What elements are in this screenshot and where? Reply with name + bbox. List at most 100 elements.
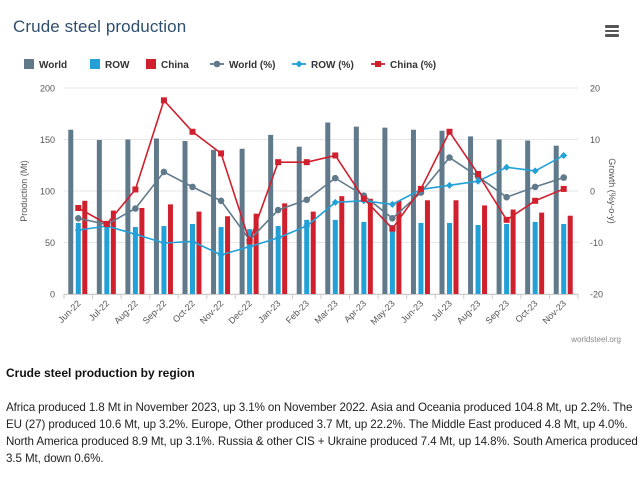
china-growth-point <box>417 185 424 192</box>
row-bar <box>304 219 310 294</box>
legend-label: China (%) <box>390 60 436 71</box>
china-bar <box>139 207 145 294</box>
world-bar <box>68 129 74 294</box>
x-tick-label: Jul-22 <box>87 298 111 322</box>
x-tick-label: Nov-22 <box>198 298 226 326</box>
row-bar <box>190 223 195 294</box>
row-growth-point <box>246 243 254 251</box>
legend-label: China <box>161 60 189 71</box>
row-bar <box>389 224 395 294</box>
hamburger-menu-icon[interactable] <box>601 21 623 39</box>
row-growth-point <box>303 222 311 230</box>
china-growth-point <box>503 216 510 223</box>
row-growth-point <box>388 200 396 208</box>
world-bar <box>525 140 531 294</box>
region-section-heading: Crude steel production by region <box>6 366 195 380</box>
world-bar <box>125 139 131 294</box>
chart-title: Crude steel production <box>13 17 187 36</box>
row-bar <box>447 222 452 294</box>
world-growth-point <box>160 168 168 176</box>
china-bar <box>167 204 173 294</box>
bar-square-icon <box>90 59 100 69</box>
world-bar <box>268 134 274 294</box>
row-growth-point <box>503 163 511 171</box>
x-tick-label: Oct-23 <box>513 298 539 324</box>
row-bar <box>361 221 367 294</box>
y2-tick-label: 20 <box>590 84 600 94</box>
row-bar <box>161 226 167 294</box>
legend-label: World <box>39 60 67 71</box>
line-circle-icon <box>213 60 221 68</box>
x-tick-label: Feb-23 <box>284 298 311 325</box>
china-growth-point <box>389 225 396 232</box>
y2-axis-title: Growth (%y-o-y) <box>607 158 617 224</box>
china-bar <box>510 209 516 294</box>
legend-label: World (%) <box>229 60 275 71</box>
china-bar <box>367 198 373 294</box>
world-bar <box>382 127 388 294</box>
world-growth-point <box>503 193 510 201</box>
menu-line <box>605 34 619 37</box>
world-growth-point <box>331 174 339 182</box>
china-bar <box>567 215 573 294</box>
x-tick-label: Nov-23 <box>541 298 569 326</box>
china-bar <box>253 213 259 294</box>
row-growth-point <box>189 237 196 245</box>
x-tick-label: Jan-23 <box>256 298 283 325</box>
world-bar <box>410 129 416 294</box>
china-bar <box>339 196 345 294</box>
world-bar <box>153 138 159 294</box>
world-growth-point <box>303 196 311 204</box>
row-bar <box>332 219 338 294</box>
china-growth-point <box>532 197 539 204</box>
china-bar <box>110 210 116 294</box>
line-diamond-icon <box>295 60 303 68</box>
china-growth-point <box>75 204 82 211</box>
china-bar <box>424 200 430 294</box>
menu-line <box>605 29 619 32</box>
row-growth-point <box>217 251 225 259</box>
china-bar <box>396 200 402 294</box>
china-growth-line <box>77 99 565 243</box>
world-growth-point <box>560 174 568 181</box>
x-tick-label: May-23 <box>369 298 397 326</box>
china-growth-point <box>189 128 196 135</box>
row-bar <box>532 221 538 294</box>
world-growth-point <box>74 214 82 222</box>
region-production-summary: Africa produced 1.8 Mt in November 2023,… <box>6 401 638 465</box>
x-tick-label: Aug-23 <box>455 298 483 326</box>
x-tick-label: Jun-23 <box>399 298 426 325</box>
x-tick-label: Oct-22 <box>171 298 197 324</box>
world-growth-point <box>274 206 282 214</box>
china-bar <box>539 212 545 294</box>
world-growth-point <box>389 214 396 222</box>
china-bar <box>282 203 288 294</box>
y-tick-label: 100 <box>40 187 55 197</box>
world-bar <box>439 130 445 294</box>
china-growth-point <box>446 128 453 135</box>
row-growth-point <box>531 167 539 175</box>
world-bar <box>496 139 502 294</box>
bar-square-icon <box>24 59 34 69</box>
china-bar <box>225 216 231 294</box>
row-bar <box>104 220 110 294</box>
y-axis-title: Production (Mt) <box>19 160 29 222</box>
china-bar <box>310 211 316 294</box>
world-bar <box>96 140 102 294</box>
china-growth-point <box>303 159 310 166</box>
y-tick-label: 200 <box>40 84 55 94</box>
china-growth-point <box>218 150 225 157</box>
source-credit: worldsteel.org <box>570 335 621 344</box>
row-growth-point <box>474 177 482 185</box>
china-growth-point <box>103 220 110 227</box>
china-growth-point <box>475 171 482 178</box>
world-bar <box>239 148 245 294</box>
row-growth-point <box>446 181 453 189</box>
world-growth-line <box>78 156 564 241</box>
y-tick-label: 0 <box>50 290 55 300</box>
row-bar <box>218 227 224 294</box>
world-growth-point <box>531 183 539 191</box>
legend-label: ROW <box>105 60 130 71</box>
x-tick-label: Sep-23 <box>483 298 511 326</box>
row-growth-point <box>560 151 568 159</box>
